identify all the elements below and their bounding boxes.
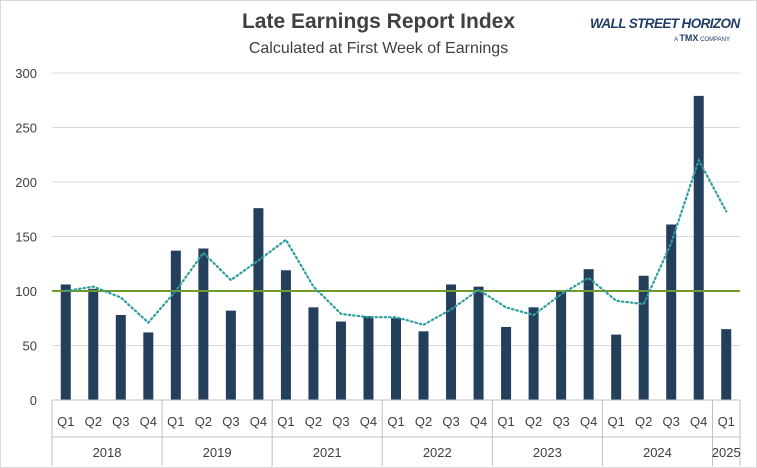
bar	[308, 307, 319, 400]
quarter-label: Q3	[332, 414, 349, 429]
quarter-label: Q4	[250, 414, 267, 429]
bar	[60, 284, 71, 400]
bar	[391, 318, 401, 400]
x-axis: Q1 Q2 Q3 Q4 Q1 Q2 Q3 Q4 Q1 Q2 Q3 Q4 Q1 Q2 Q3 Q4 Q1 Q2 Q3 Q4…	[51, 399, 741, 466]
logo-prefix: A	[674, 37, 678, 43]
year-label: 2021	[313, 445, 342, 460]
bar	[253, 208, 264, 400]
bar	[693, 95, 704, 400]
quarter-label: Q1	[277, 414, 294, 429]
quarter-label: Q2	[85, 414, 102, 429]
bar	[170, 250, 181, 400]
y-tick-label: 200	[15, 175, 37, 190]
trend-line	[64, 157, 728, 326]
logo-tmx: TMX	[679, 33, 699, 43]
quarter-label: Q2	[635, 414, 652, 429]
bar	[363, 316, 374, 400]
quarter-label: Q1	[57, 414, 74, 429]
year-label: 2022	[423, 445, 452, 460]
y-tick-label: 50	[23, 339, 37, 354]
bar	[198, 248, 209, 400]
year-label: 2018	[93, 445, 122, 460]
quarter-label: Q3	[663, 414, 680, 429]
quarter-label: Q4	[140, 414, 157, 429]
bar	[280, 270, 291, 400]
bar	[115, 314, 126, 400]
chart-subtitle: Calculated at First Week of Earnings	[248, 40, 509, 57]
y-axis-labels: 0 50 100 150 200 250 300	[15, 66, 37, 408]
y-tick-label: 150	[15, 230, 37, 245]
bar	[473, 286, 484, 400]
bar	[335, 321, 346, 400]
bar	[418, 331, 429, 400]
logo-wordmark: WALL STREET HORIZON	[590, 16, 740, 31]
trend-line-group	[64, 157, 728, 326]
bar	[88, 288, 99, 400]
year-label: 2025	[712, 445, 741, 460]
year-label: 2019	[203, 445, 232, 460]
quarter-label: Q1	[387, 414, 404, 429]
quarter-label: Q2	[415, 414, 432, 429]
bar	[638, 275, 649, 400]
y-tick-label: 250	[15, 121, 37, 136]
quarter-label: Q4	[580, 414, 597, 429]
quarter-label: Q1	[607, 414, 624, 429]
bar	[556, 291, 567, 400]
logo-company: COMPANY	[700, 37, 730, 43]
bar	[528, 307, 539, 400]
y-tick-label: 0	[30, 393, 37, 408]
quarter-label: Q2	[305, 414, 322, 429]
quarter-label: Q3	[222, 414, 239, 429]
bar	[446, 284, 457, 400]
quarter-label: Q1	[718, 414, 735, 429]
bar	[583, 269, 594, 400]
quarter-label: Q2	[525, 414, 542, 429]
quarter-label: Q2	[195, 414, 212, 429]
quarter-label: Q4	[690, 414, 707, 429]
quarter-label: Q3	[552, 414, 569, 429]
wall-street-horizon-logo: WALL STREET HORIZON A TMX COMPANY	[590, 16, 740, 43]
bars	[60, 95, 732, 400]
bar	[143, 332, 154, 400]
quarter-label: Q3	[442, 414, 459, 429]
year-label: 2024	[643, 445, 672, 460]
bar	[225, 310, 236, 400]
logo-tagline: A TMX COMPANY	[590, 33, 730, 43]
bar	[721, 329, 732, 400]
chart-title: Late Earnings Report Index	[241, 10, 516, 33]
quarter-label: Q1	[497, 414, 514, 429]
quarter-label: Q4	[360, 414, 377, 429]
quarter-label: Q3	[112, 414, 129, 429]
quarter-label: Q4	[470, 414, 487, 429]
bar	[611, 334, 622, 400]
y-tick-label: 100	[15, 284, 37, 299]
year-label: 2023	[533, 445, 562, 460]
bar	[666, 224, 677, 400]
y-tick-label: 300	[15, 66, 37, 81]
bar	[501, 326, 512, 400]
quarter-label: Q1	[167, 414, 184, 429]
